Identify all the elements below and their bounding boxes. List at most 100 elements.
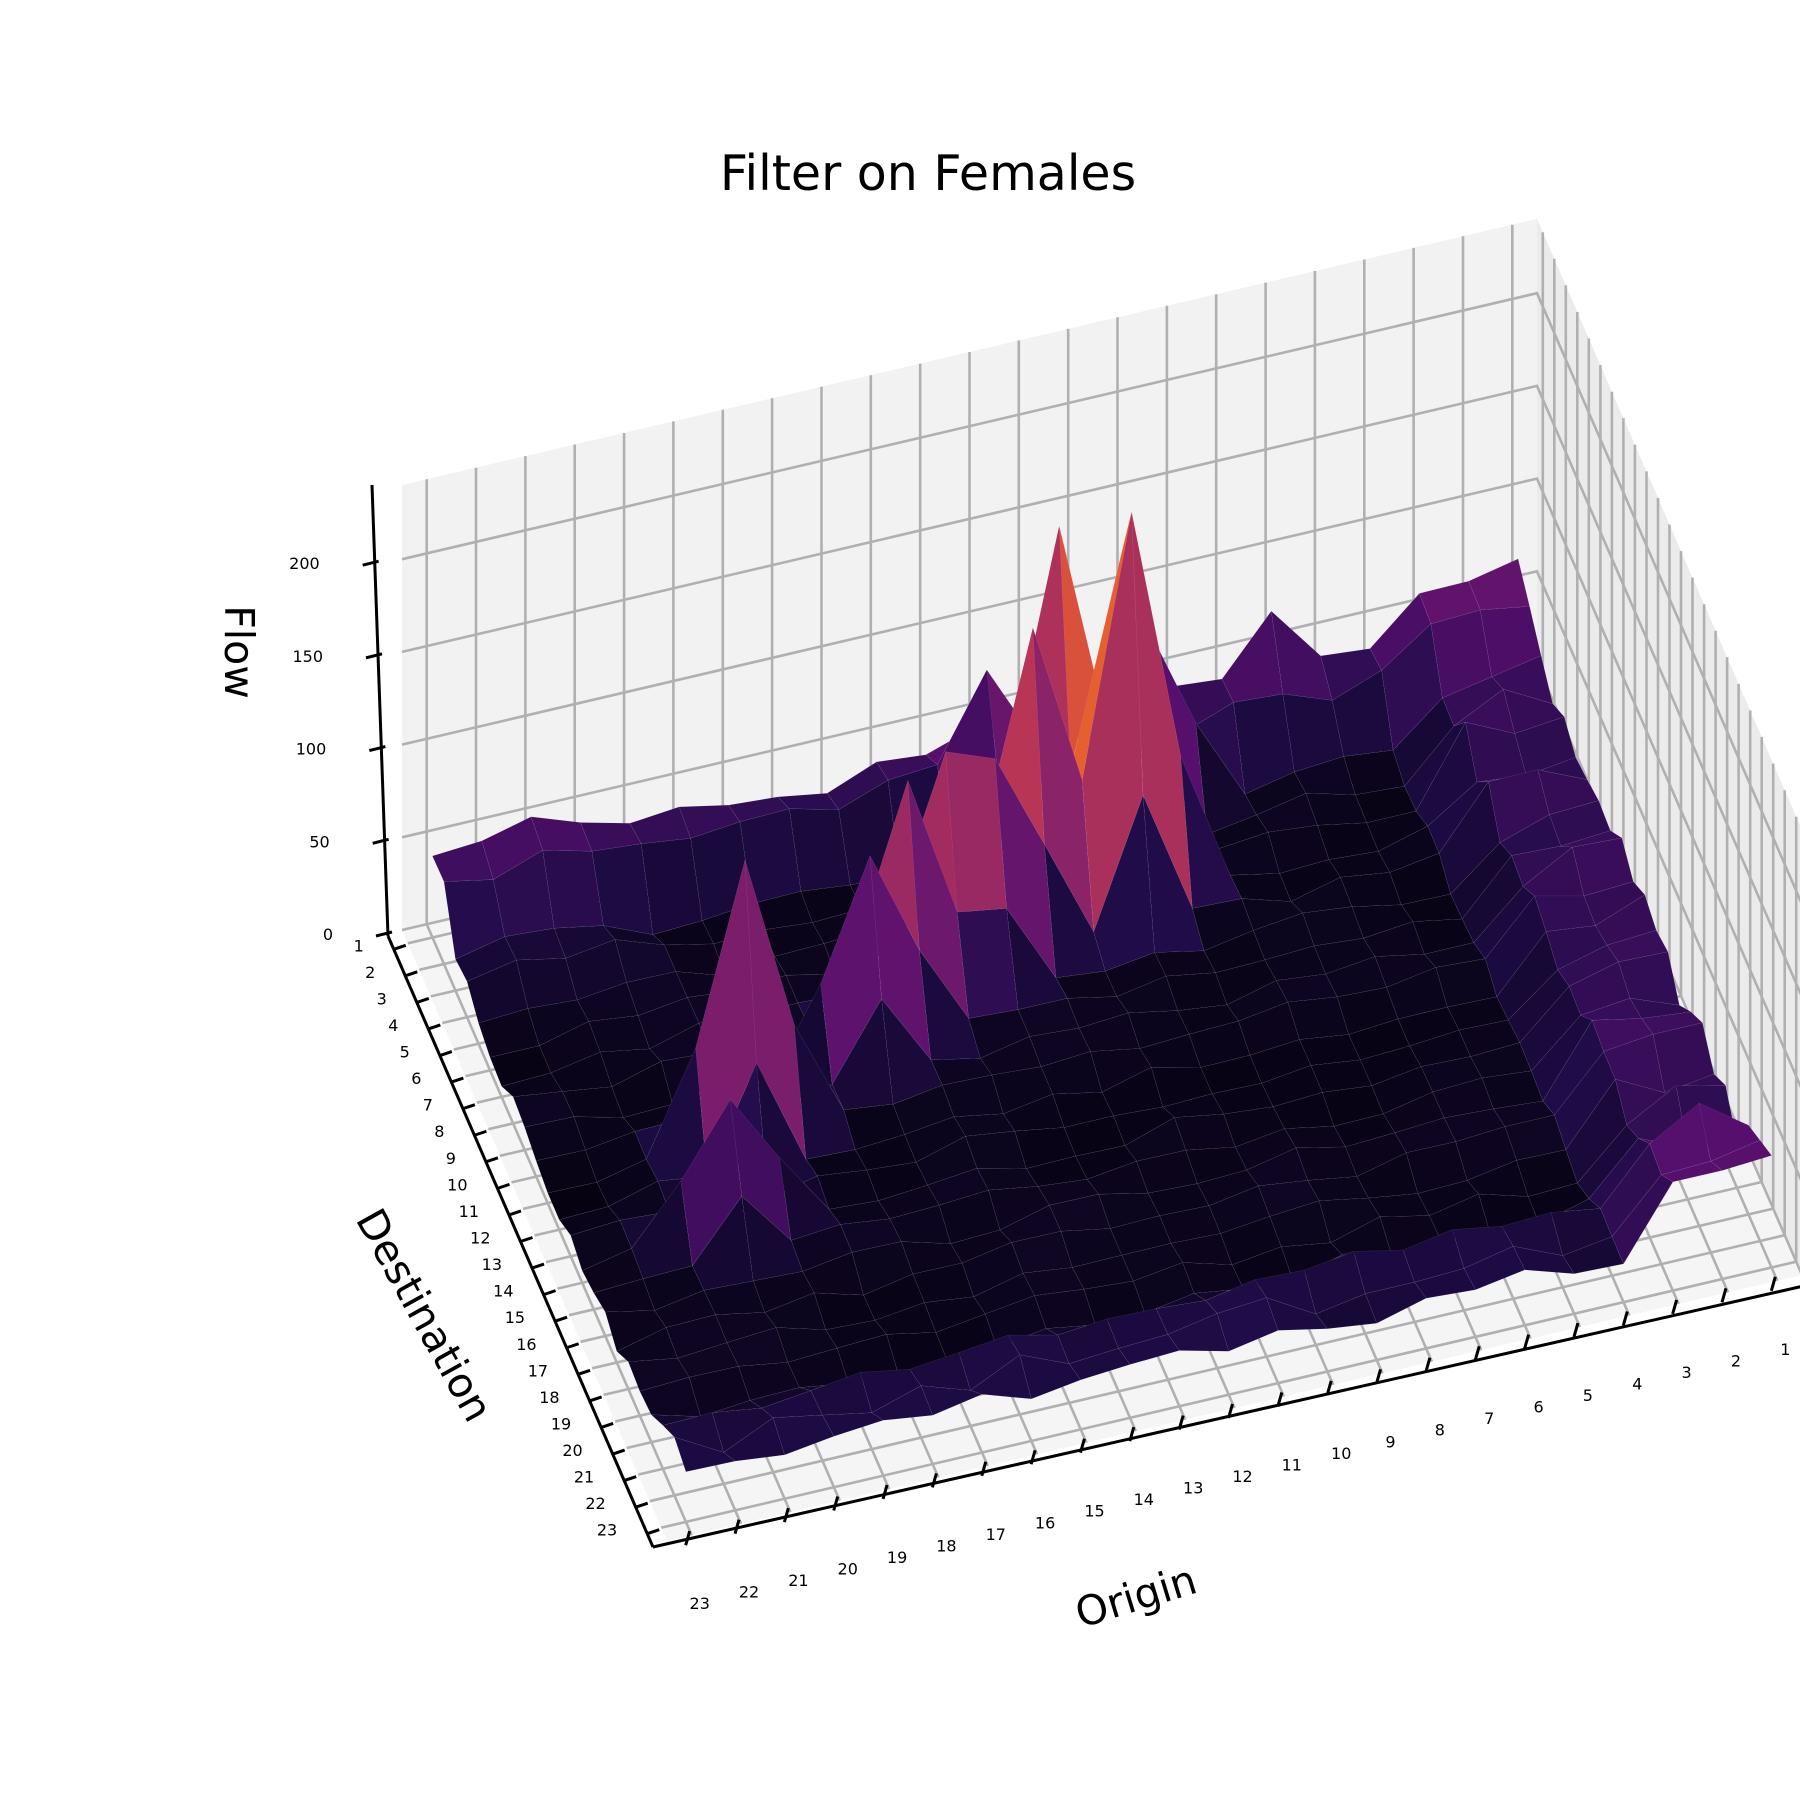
flow-tick-mark <box>375 930 393 938</box>
destination-tick-label: 8 <box>434 1122 444 1141</box>
destination-tick-mark <box>589 1395 603 1403</box>
destination-tick-mark <box>404 970 418 978</box>
grid-line-flow <box>401 569 1800 1181</box>
origin-tick-mark <box>1473 1345 1481 1361</box>
z-axis-label: Flow <box>215 605 263 699</box>
destination-tick-mark <box>416 996 430 1004</box>
destination-tick-mark <box>508 1209 522 1217</box>
destination-tick-label: 17 <box>528 1361 548 1380</box>
destination-tick-mark <box>612 1448 626 1456</box>
origin-tick-label: 5 <box>1583 1386 1593 1405</box>
origin-tick-label: 14 <box>1134 1490 1154 1509</box>
origin-tick-mark <box>733 1519 741 1535</box>
destination-tick-mark <box>577 1368 591 1376</box>
grid-line-flow <box>401 384 1800 996</box>
origin-tick-mark <box>881 1484 889 1500</box>
origin-tick-mark <box>1572 1322 1580 1338</box>
destination-tick-label: 22 <box>585 1494 605 1513</box>
origin-tick-label: 10 <box>1331 1444 1351 1463</box>
origin-tick-mark <box>782 1507 790 1523</box>
destination-tick-mark <box>439 1050 453 1057</box>
destination-tick-label: 11 <box>459 1202 479 1221</box>
surface-patch <box>1660 1160 1723 1183</box>
destination-tick-label: 2 <box>365 963 375 982</box>
flow-tick-mark <box>372 837 390 845</box>
surface <box>431 512 1773 1473</box>
origin-tick-mark <box>930 1472 938 1488</box>
origin-tick-mark <box>1769 1276 1777 1292</box>
destination-tick-mark <box>496 1182 510 1190</box>
destination-tick-mark <box>393 943 407 951</box>
destination-tick-mark <box>566 1342 580 1350</box>
destination-tick-mark <box>462 1103 476 1111</box>
destination-tick-mark <box>635 1501 649 1509</box>
origin-tick-mark <box>1720 1287 1728 1303</box>
surface-patch <box>1266 1297 1328 1331</box>
surface-patch <box>1118 1334 1180 1365</box>
origin-tick-mark <box>1523 1334 1531 1350</box>
flow-tick-label: 50 <box>309 832 329 851</box>
destination-tick-label: 10 <box>447 1175 467 1194</box>
origin-tick-mark <box>1128 1426 1136 1442</box>
origin-tick-label: 20 <box>838 1560 858 1579</box>
origin-tick-label: 12 <box>1232 1467 1252 1486</box>
destination-tick-mark <box>646 1528 660 1536</box>
origin-tick-label: 16 <box>1035 1513 1055 1532</box>
origin-tick-mark <box>1621 1311 1629 1326</box>
destination-tick-label: 7 <box>423 1096 433 1115</box>
destination-tick-mark <box>623 1475 637 1483</box>
origin-tick-label: 23 <box>690 1594 710 1613</box>
origin-tick-label: 17 <box>986 1525 1006 1544</box>
surface-patch <box>1463 1245 1526 1291</box>
destination-tick-label: 4 <box>388 1016 398 1035</box>
origin-tick-label: 7 <box>1484 1409 1494 1428</box>
origin-tick-mark <box>1029 1449 1037 1465</box>
origin-tick-label: 1 <box>1780 1340 1790 1359</box>
origin-tick-label: 21 <box>788 1571 808 1590</box>
chart-title: Filter on Females <box>720 145 1136 202</box>
flow-tick-label: 150 <box>292 647 323 666</box>
surface-patch <box>1364 1281 1427 1324</box>
destination-tick-label: 3 <box>377 989 387 1008</box>
destination-tick-mark <box>485 1156 499 1164</box>
surface-patch <box>1710 1139 1773 1171</box>
origin-tick-mark <box>832 1496 840 1511</box>
origin-tick-label: 3 <box>1682 1363 1692 1382</box>
surface-patch <box>871 1385 934 1421</box>
origin-tick-mark <box>1177 1415 1185 1430</box>
grid-line-flow <box>401 477 1800 1089</box>
origin-tick-mark <box>1375 1368 1382 1384</box>
flow-tick-mark <box>362 559 380 567</box>
origin-tick-label: 2 <box>1731 1351 1741 1370</box>
surface-patch <box>772 1414 835 1456</box>
tick-labels: 1234567891011121314151617181920212223123… <box>289 554 1790 1613</box>
destination-tick-label: 12 <box>470 1229 490 1248</box>
destination-tick-mark <box>600 1422 614 1429</box>
surface-patch <box>1167 1313 1230 1352</box>
x-axis-label: Origin <box>1070 1556 1203 1638</box>
origin-tick-label: 8 <box>1435 1421 1445 1440</box>
origin-tick-label: 6 <box>1534 1398 1544 1417</box>
destination-tick-label: 16 <box>516 1335 536 1354</box>
surface-patch <box>1512 1245 1575 1275</box>
destination-tick-label: 18 <box>539 1388 559 1407</box>
destination-tick-label: 20 <box>562 1441 582 1460</box>
origin-tick-mark <box>1671 1299 1679 1315</box>
grid-line-flow <box>401 291 1800 903</box>
axis-lines <box>362 484 1800 1549</box>
destination-tick-mark <box>531 1262 545 1270</box>
origin-tick-label: 19 <box>887 1548 907 1567</box>
origin-tick-label: 15 <box>1084 1502 1104 1521</box>
flow-tick-label: 100 <box>296 740 327 759</box>
destination-tick-mark <box>473 1129 487 1137</box>
destination-tick-label: 15 <box>505 1308 525 1327</box>
origin-tick-mark <box>1227 1403 1234 1419</box>
destination-tick-mark <box>554 1315 568 1323</box>
origin-tick-label: 4 <box>1632 1375 1642 1394</box>
destination-tick-label: 23 <box>597 1521 617 1540</box>
surface-patch <box>1216 1297 1279 1352</box>
origin-tick-mark <box>1276 1392 1284 1407</box>
destination-tick-mark <box>427 1023 441 1031</box>
